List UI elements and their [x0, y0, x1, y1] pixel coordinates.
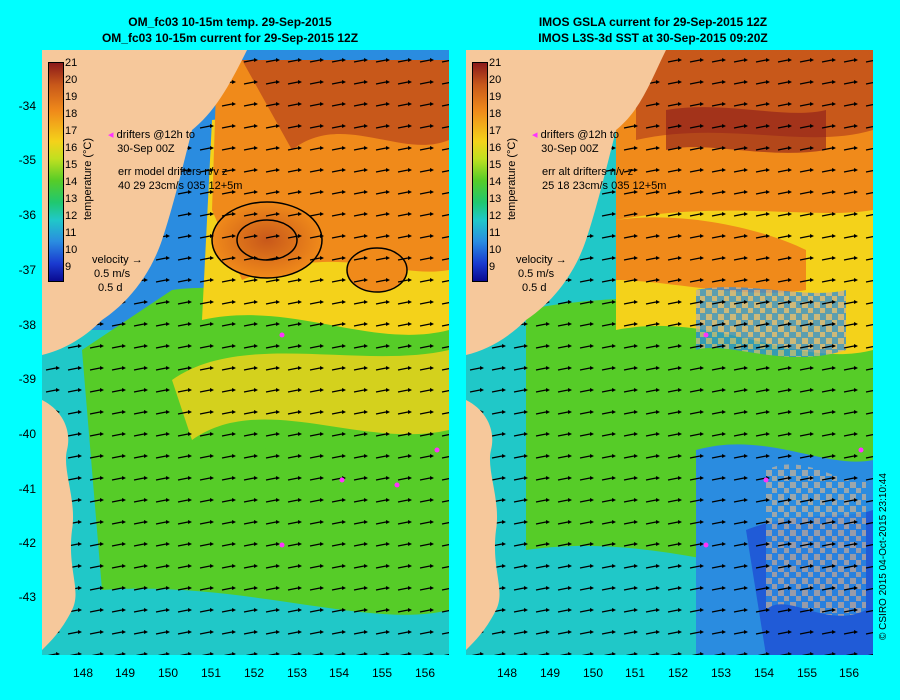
lon-label: 149 [114, 666, 136, 680]
left-map-panel: 21 20 19 18 17 16 15 14 13 12 11 10 9 te… [42, 50, 449, 655]
cb-tick: 13 [65, 193, 78, 205]
left-velocity-legend: velocity → 0.5 m/s 0.5 d [92, 253, 143, 295]
left-ocean-map [42, 50, 449, 655]
cb-tick: 11 [65, 227, 77, 239]
cb-tick: 21 [489, 57, 502, 69]
cb-tick: 19 [489, 91, 502, 103]
left-title-line1: OM_fc03 10-15m temp. 29-Sep-2015 [128, 15, 332, 29]
cb-tick: 18 [489, 108, 502, 120]
cb-tick: 17 [489, 125, 502, 137]
cb-tick: 12 [65, 210, 78, 222]
lon-label: 156 [414, 666, 436, 680]
lat-label: -43 [18, 590, 36, 604]
velocity-duration: 0.5 d [522, 282, 547, 294]
velocity-speed: 0.5 m/s [94, 268, 131, 280]
cb-tick: 19 [65, 91, 78, 103]
velocity-label: velocity [92, 254, 129, 266]
left-colorbar [48, 62, 64, 282]
cb-tick: 13 [489, 193, 502, 205]
right-velocity-legend: velocity → 0.5 m/s 0.5 d [516, 253, 567, 295]
cb-tick: 14 [489, 176, 502, 188]
velocity-label: velocity [516, 254, 553, 266]
lon-label: 150 [582, 666, 604, 680]
right-ocean-map [466, 50, 873, 655]
lon-label: 152 [667, 666, 689, 680]
lon-label: 154 [328, 666, 350, 680]
cb-tick: 16 [489, 142, 502, 154]
cb-tick: 9 [489, 261, 496, 273]
cb-tick: 20 [489, 74, 502, 86]
lon-label: 148 [496, 666, 518, 680]
right-title-line1: IMOS GSLA current for 29-Sep-2015 12Z [538, 15, 768, 29]
lon-label: 152 [243, 666, 265, 680]
lat-label: -41 [18, 482, 36, 496]
cb-tick: 21 [65, 57, 78, 69]
right-map-title: IMOS GSLA current for 29-Sep-2015 12Z IM… [478, 14, 828, 46]
lon-label: 153 [286, 666, 308, 680]
lon-label: 150 [157, 666, 179, 680]
right-colorbar-title: temperature (°C) [506, 137, 518, 220]
lon-label: 155 [371, 666, 393, 680]
copyright-credit: © CSIRO 2015 04-Oct-2015 23:10:44 [878, 473, 889, 640]
velocity-speed: 0.5 m/s [518, 268, 555, 280]
right-drifters-line2: 30-Sep 00Z [541, 143, 599, 155]
cb-tick: 16 [65, 142, 78, 154]
right-colorbar [472, 62, 488, 282]
left-drifters-line1: drifters @12h to [116, 129, 196, 141]
cb-tick: 9 [65, 261, 72, 273]
left-map-title: OM_fc03 10-15m temp. 29-Sep-2015 OM_fc03… [55, 14, 405, 46]
right-err-line1: err alt drifters n/v z [542, 166, 634, 178]
right-err-line2: 25 18 23cm/s 035 12+5m [542, 180, 667, 192]
right-map-panel: 21 20 19 18 17 16 15 14 13 12 11 10 9 te… [466, 50, 873, 655]
lat-label: -40 [18, 427, 36, 441]
lon-label: 149 [539, 666, 561, 680]
lat-label: -42 [18, 536, 36, 550]
cb-tick: 11 [489, 227, 501, 239]
lat-label: -38 [18, 318, 36, 332]
lat-label: -37 [18, 263, 36, 277]
left-drifters-line2: 30-Sep 00Z [117, 143, 175, 155]
cb-tick: 14 [65, 176, 78, 188]
velocity-arrow-icon: → [555, 254, 567, 266]
right-err-note: err alt drifters n/v z 25 18 23cm/s 035 … [542, 165, 666, 193]
cb-tick: 12 [489, 210, 502, 222]
right-drifters-note: ◂ drifters @12h to 30-Sep 00Z [532, 129, 620, 155]
lon-label: 154 [753, 666, 775, 680]
lat-label: -34 [18, 99, 36, 113]
left-err-line1: err model drifters n/v z [118, 166, 228, 178]
lon-label: 151 [200, 666, 222, 680]
lon-label: 148 [72, 666, 94, 680]
right-drifters-line1: drifters @12h to [540, 129, 620, 141]
cb-tick: 18 [65, 108, 78, 120]
velocity-duration: 0.5 d [98, 282, 123, 294]
left-colorbar-title: temperature (°C) [82, 137, 94, 220]
lon-label: 156 [838, 666, 860, 680]
left-title-line2: OM_fc03 10-15m current for 29-Sep-2015 1… [101, 31, 359, 45]
cb-tick: 10 [489, 244, 502, 256]
velocity-arrow-icon: → [131, 254, 143, 266]
cb-tick: 15 [489, 159, 502, 171]
lat-label: -36 [18, 208, 36, 222]
lon-label: 153 [710, 666, 732, 680]
lon-label: 151 [624, 666, 646, 680]
right-title-line2: IMOS L3S-3d SST at 30-Sep-2015 09:20Z [538, 31, 768, 45]
left-err-note: err model drifters n/v z 40 29 23cm/s 03… [118, 165, 242, 193]
lat-label: -35 [18, 153, 36, 167]
cb-tick: 20 [65, 74, 78, 86]
left-drifters-note: ◂ drifters @12h to 30-Sep 00Z [108, 129, 196, 155]
lat-label: -39 [18, 372, 36, 386]
cb-tick: 15 [65, 159, 78, 171]
cb-tick: 10 [65, 244, 78, 256]
cb-tick: 17 [65, 125, 78, 137]
lon-label: 155 [796, 666, 818, 680]
left-err-line2: 40 29 23cm/s 035 12+5m [118, 180, 243, 192]
